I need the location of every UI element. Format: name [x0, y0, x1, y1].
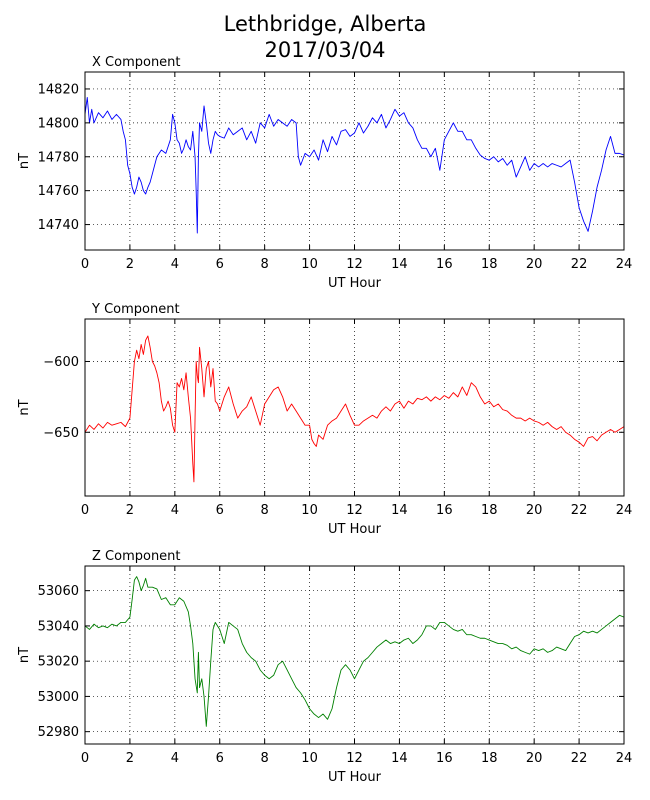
- z-x-tick-label: 24: [616, 751, 633, 766]
- x-x-tick-label: 8: [261, 257, 269, 272]
- z-x-tick-label: 20: [526, 751, 543, 766]
- x-x-tick-label: 0: [81, 257, 89, 272]
- y-y-axis-label: nT: [17, 399, 32, 415]
- y-y-tick-label: −650: [43, 426, 79, 441]
- y-x-tick-label: 8: [261, 503, 269, 518]
- y-x-tick-label: 2: [126, 503, 134, 518]
- x-series-line: [84, 96, 625, 234]
- x-y-tick-label: 14780: [38, 150, 79, 165]
- z-x-tick-label: 16: [436, 751, 453, 766]
- z-x-tick-label: 4: [171, 751, 179, 766]
- y-panel-title: Y Component: [91, 302, 180, 317]
- y-x-tick-label: 20: [526, 503, 543, 518]
- x-x-tick-label: 14: [391, 257, 408, 272]
- z-y-tick-label: 53020: [38, 655, 79, 670]
- x-x-tick-label: 4: [171, 257, 179, 272]
- y-x-axis-label: UT Hour: [328, 522, 382, 537]
- y-series-line: [84, 335, 625, 483]
- z-x-tick-label: 12: [346, 751, 363, 766]
- z-x-tick-label: 0: [81, 751, 89, 766]
- x-x-tick-label: 12: [346, 257, 363, 272]
- z-y-axis-label: nT: [17, 647, 32, 663]
- z-x-axis-label: UT Hour: [328, 770, 382, 785]
- y-x-tick-label: 0: [81, 503, 89, 518]
- x-x-tick-label: 24: [616, 257, 633, 272]
- z-panel-title: Z Component: [92, 549, 181, 564]
- y-x-tick-label: 16: [436, 503, 453, 518]
- x-panel-title: X Component: [92, 55, 181, 70]
- x-x-tick-label: 16: [436, 257, 453, 272]
- y-x-tick-label: 18: [481, 503, 498, 518]
- z-y-tick-label: 53000: [38, 690, 79, 705]
- z-x-tick-label: 8: [261, 751, 269, 766]
- x-y-tick-label: 14740: [38, 218, 79, 233]
- x-y-tick-label: 14820: [38, 82, 79, 97]
- x-x-tick-label: 18: [481, 257, 498, 272]
- x-x-tick-label: 20: [526, 257, 543, 272]
- figure-title-line1: Lethbridge, Alberta: [223, 12, 427, 36]
- z-x-tick-label: 2: [126, 751, 134, 766]
- z-x-tick-label: 22: [571, 751, 588, 766]
- z-x-tick-label: 6: [216, 751, 224, 766]
- y-x-tick-label: 14: [391, 503, 408, 518]
- y-x-tick-label: 4: [171, 503, 179, 518]
- x-y-axis-label: nT: [17, 153, 32, 169]
- x-y-tick-label: 14760: [38, 184, 79, 199]
- x-x-tick-label: 22: [571, 257, 588, 272]
- y-x-tick-label: 24: [616, 503, 633, 518]
- y-x-tick-label: 6: [216, 503, 224, 518]
- x-x-tick-label: 2: [126, 257, 134, 272]
- y-x-tick-label: 12: [346, 503, 363, 518]
- x-y-tick-label: 14800: [38, 116, 79, 131]
- z-x-tick-label: 14: [391, 751, 408, 766]
- z-x-tick-label: 10: [301, 751, 318, 766]
- z-y-tick-label: 53060: [38, 584, 79, 599]
- z-y-tick-label: 52980: [38, 725, 79, 740]
- x-x-axis-label: UT Hour: [328, 276, 382, 291]
- z-x-tick-label: 18: [481, 751, 498, 766]
- y-x-tick-label: 22: [571, 503, 588, 518]
- z-y-tick-label: 53040: [38, 619, 79, 634]
- x-x-tick-label: 6: [216, 257, 224, 272]
- figure-title-line2: 2017/03/04: [264, 38, 386, 62]
- y-y-tick-label: −600: [43, 355, 79, 370]
- x-x-tick-label: 10: [301, 257, 318, 272]
- z-series-line: [84, 576, 625, 727]
- y-x-tick-label: 10: [301, 503, 318, 518]
